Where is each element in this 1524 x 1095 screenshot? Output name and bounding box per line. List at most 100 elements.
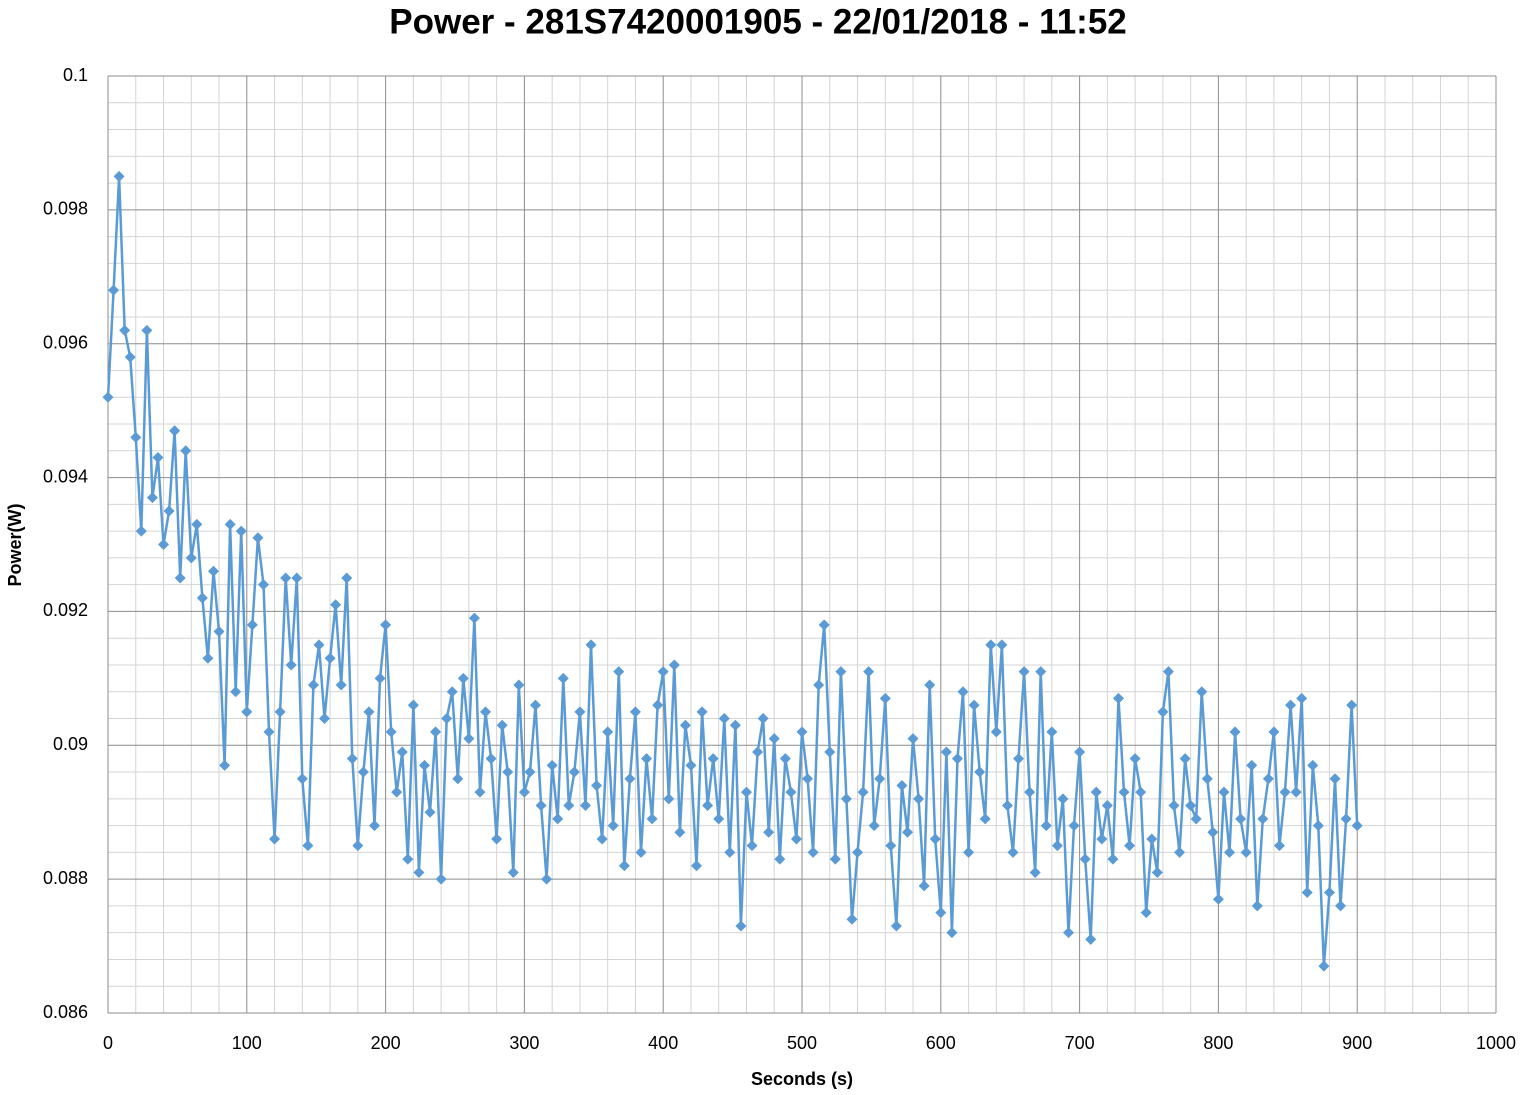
- data-point: [618, 860, 630, 872]
- data-point: [1296, 692, 1308, 704]
- data-point: [907, 733, 919, 745]
- y-axis-label: Power(W): [5, 503, 25, 586]
- data-point: [835, 666, 847, 678]
- data-point: [863, 666, 875, 678]
- data-point: [1235, 813, 1247, 825]
- data-point: [1257, 813, 1269, 825]
- data-point: [768, 733, 780, 745]
- x-tick-label: 1000: [1476, 1033, 1516, 1053]
- data-point: [874, 773, 886, 785]
- data-point: [413, 866, 425, 878]
- data-point: [807, 846, 819, 858]
- data-point: [246, 619, 258, 631]
- data-point: [1212, 893, 1224, 905]
- data-point: [957, 686, 969, 698]
- data-point: [185, 552, 197, 564]
- data-point: [1001, 800, 1013, 812]
- series-line: [106, 175, 1359, 968]
- data-point: [785, 786, 797, 798]
- data-point: [946, 927, 958, 939]
- data-point: [102, 391, 114, 403]
- data-point: [918, 880, 930, 892]
- data-point: [579, 800, 591, 812]
- data-point: [1140, 907, 1152, 919]
- data-point: [663, 793, 675, 805]
- data-point: [679, 719, 691, 731]
- data-point: [963, 846, 975, 858]
- data-point: [152, 451, 164, 463]
- data-point: [552, 813, 564, 825]
- data-point: [968, 699, 980, 711]
- data-point: [591, 779, 603, 791]
- data-point: [935, 907, 947, 919]
- data-point: [641, 753, 653, 765]
- data-point: [951, 753, 963, 765]
- data-point: [729, 719, 741, 731]
- data-point: [196, 592, 208, 604]
- plot: [102, 170, 1363, 972]
- data-point: [568, 766, 580, 778]
- data-point: [557, 672, 569, 684]
- data-point: [652, 699, 664, 711]
- data-point: [274, 706, 286, 718]
- data-point: [890, 920, 902, 932]
- data-point: [108, 284, 120, 296]
- data-point: [435, 873, 447, 885]
- data-point: [535, 800, 547, 812]
- data-point: [846, 913, 858, 925]
- y-tick-label: 0.09: [53, 734, 88, 754]
- data-point: [1268, 726, 1280, 738]
- data-point: [802, 773, 814, 785]
- data-point: [541, 873, 553, 885]
- data-point: [896, 779, 908, 791]
- data-point: [1090, 786, 1102, 798]
- data-point: [1157, 706, 1169, 718]
- data-point: [996, 639, 1008, 651]
- data-point: [979, 813, 991, 825]
- data-point: [224, 518, 236, 530]
- data-point: [207, 565, 219, 577]
- data-point: [546, 759, 558, 771]
- data-point: [735, 920, 747, 932]
- data-point: [352, 840, 364, 852]
- data-point: [296, 773, 308, 785]
- data-point: [313, 639, 325, 651]
- data-point: [1273, 840, 1285, 852]
- data-point: [1040, 820, 1052, 832]
- data-point: [1335, 900, 1347, 912]
- data-point: [141, 324, 153, 336]
- x-tick-label: 400: [648, 1033, 678, 1053]
- data-point: [613, 666, 625, 678]
- data-point: [163, 505, 175, 517]
- data-point: [1323, 887, 1335, 899]
- data-point: [1346, 699, 1358, 711]
- data-point: [713, 813, 725, 825]
- data-point: [718, 713, 730, 725]
- data-point: [1279, 786, 1291, 798]
- data-point: [213, 626, 225, 638]
- data-point: [857, 786, 869, 798]
- data-point: [219, 759, 231, 771]
- data-point: [1162, 666, 1174, 678]
- data-point: [341, 572, 353, 584]
- data-point: [740, 786, 752, 798]
- data-point: [757, 713, 769, 725]
- x-tick-label: 500: [787, 1033, 817, 1053]
- data-point: [1351, 820, 1363, 832]
- data-point: [146, 492, 158, 504]
- data-point: [1135, 786, 1147, 798]
- x-tick-label: 200: [371, 1033, 401, 1053]
- data-point: [113, 170, 125, 182]
- data-point: [463, 733, 475, 745]
- data-point: [324, 652, 336, 664]
- x-tick-label: 700: [1065, 1033, 1095, 1053]
- data-point: [335, 679, 347, 691]
- data-point: [913, 793, 925, 805]
- data-point: [1290, 786, 1302, 798]
- x-tick-label: 300: [509, 1033, 539, 1053]
- data-point: [1057, 793, 1069, 805]
- data-point: [485, 753, 497, 765]
- data-point: [1312, 820, 1324, 832]
- data-point: [252, 532, 264, 544]
